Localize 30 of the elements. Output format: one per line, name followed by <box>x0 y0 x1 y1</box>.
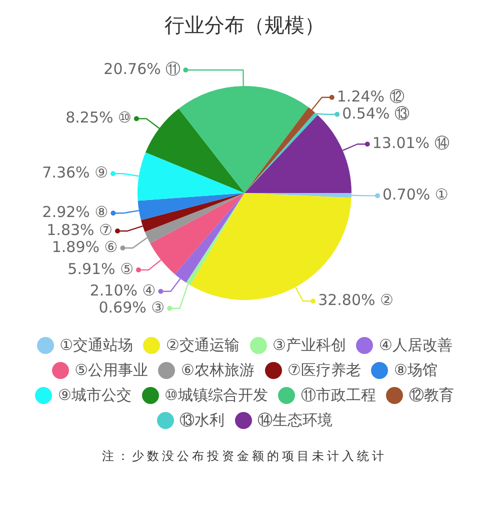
legend-label: ⑥农林旅游 <box>180 361 254 380</box>
legend-label: ⑦医疗养老 <box>286 361 361 380</box>
data-label: 7.36% ⑨ <box>42 163 108 182</box>
data-label: 1.24% ⑫ <box>336 87 404 106</box>
chart-title: 行业分布（规模） <box>164 12 326 39</box>
legend-label: ⑪市政工程 <box>300 386 376 405</box>
legend-label: ⑨城市公交 <box>57 386 132 405</box>
data-label: 2.10% ④ <box>90 281 156 300</box>
legend-label: ⑭生态环境 <box>256 411 332 430</box>
data-label: 32.80% ② <box>318 291 394 310</box>
data-label: 2.92% ⑧ <box>42 203 108 222</box>
data-label: 8.25% ⑩ <box>66 108 132 127</box>
legend-label: ④人居改善 <box>378 336 452 355</box>
data-label: 0.69% ③ <box>98 298 165 316</box>
legend-label: ②交通运输 <box>165 336 240 355</box>
legend-label: ⑧场馆 <box>392 361 438 380</box>
data-label: 0.70% ① <box>382 186 448 204</box>
legend-label: ⑩城镇综合开发 <box>164 386 268 405</box>
data-label: 0.54% ⑬ <box>342 104 410 122</box>
legend-label: ⑤公用事业 <box>74 361 148 380</box>
legend-label: ①交通站场 <box>58 336 134 355</box>
data-label: 1.83% ⑦ <box>46 220 113 239</box>
data-label: 20.76% ⑪ <box>104 60 181 78</box>
data-label: 13.01% ⑭ <box>372 134 450 152</box>
text: 注：少数没公布投资金额的项目未计入统计 <box>101 448 388 465</box>
legend-label: ③产业科创 <box>272 336 346 355</box>
legend-label: ⑬水利 <box>178 411 224 430</box>
data-label: 1.89% ⑥ <box>52 238 118 256</box>
data-label: 5.91% ⑤ <box>68 260 134 278</box>
legend-label: ⑫教育 <box>408 386 454 405</box>
